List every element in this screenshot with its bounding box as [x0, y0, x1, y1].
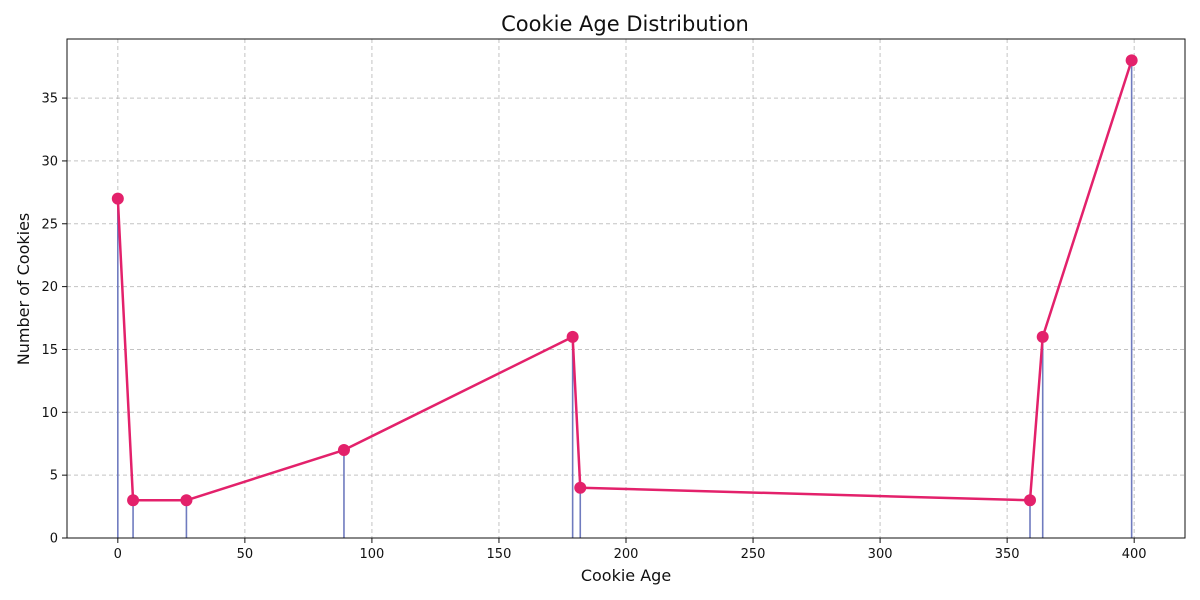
x-tick-label: 50	[237, 547, 254, 562]
y-tick-label: 30	[41, 154, 58, 169]
series-line	[116, 59, 1133, 502]
data-point	[127, 494, 140, 507]
stems	[117, 60, 1133, 538]
chart-title: Cookie Age Distribution	[501, 12, 749, 36]
y-tick-label: 0	[50, 532, 58, 547]
data-points	[111, 54, 1138, 507]
y-axis-ticks: 0 5 10 15 20 25 30 35	[41, 92, 67, 547]
data-point	[111, 192, 124, 205]
x-tick-label: 250	[741, 547, 766, 562]
y-tick-label: 25	[41, 217, 58, 232]
x-tick-label: 350	[995, 547, 1020, 562]
y-tick-label: 5	[50, 469, 58, 484]
series-line-group	[116, 59, 1133, 502]
grid	[67, 39, 1185, 539]
x-tick-label: 100	[359, 547, 384, 562]
plot-frame	[66, 38, 1186, 539]
data-point	[180, 494, 193, 507]
x-tick-label: 200	[614, 547, 639, 562]
x-tick-label: 300	[868, 547, 893, 562]
data-point	[337, 444, 350, 457]
x-tick-label: 150	[487, 547, 512, 562]
y-tick-label: 35	[41, 92, 58, 107]
data-point	[566, 330, 579, 343]
y-tick-label: 10	[41, 406, 58, 421]
x-tick-label: 0	[114, 547, 122, 562]
y-tick-label: 15	[41, 343, 58, 358]
data-point	[574, 481, 587, 494]
x-tick-label: 400	[1122, 547, 1147, 562]
x-axis-label: Cookie Age	[581, 566, 671, 585]
data-point	[1036, 330, 1049, 343]
data-point	[1024, 494, 1037, 507]
x-axis-ticks: 0 50 100 150 200 250 300 350 400	[114, 538, 1147, 562]
y-axis-label: Number of Cookies	[14, 213, 33, 366]
data-point	[1125, 54, 1138, 67]
y-tick-label: 20	[41, 280, 58, 295]
